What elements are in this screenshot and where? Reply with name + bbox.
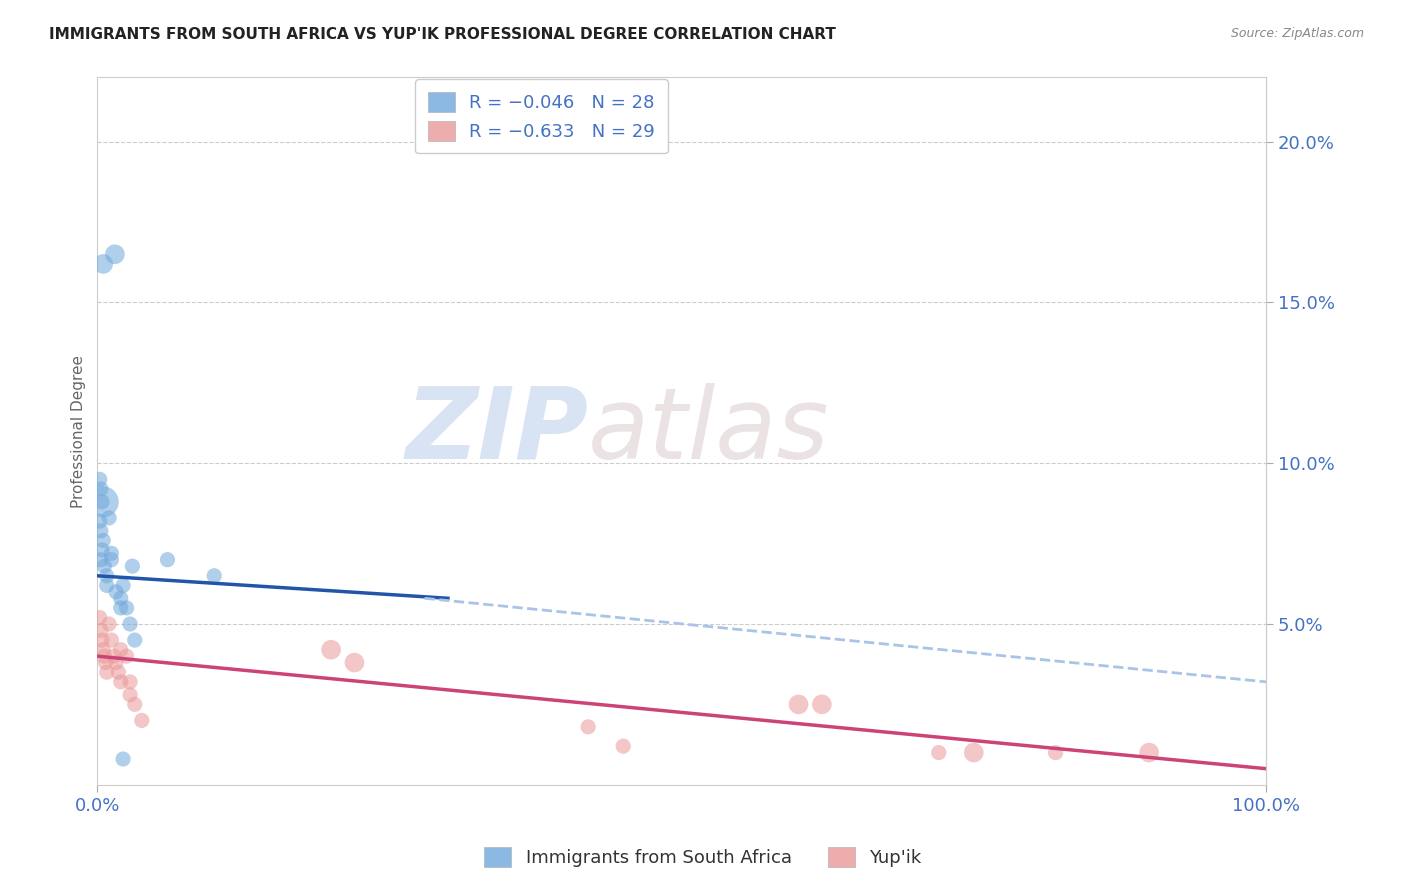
Point (131, 714, 153, 728)
Point (100, 633, 122, 648)
Point (1045, 746, 1067, 760)
Point (110, 591, 132, 606)
Point (928, 746, 950, 760)
Point (96, 665, 118, 680)
Point (90, 524, 112, 538)
Point (91, 495, 114, 509)
Point (963, 746, 986, 760)
Point (112, 578, 135, 592)
Point (91, 495, 114, 509)
Point (124, 633, 146, 648)
Point (91, 257, 114, 271)
Point (811, 698, 834, 712)
Point (90, 624, 112, 638)
Point (100, 546, 122, 560)
Point (156, 552, 179, 566)
Point (105, 656, 128, 670)
Point (115, 601, 138, 615)
Point (110, 601, 132, 615)
Point (90, 552, 112, 566)
Point (107, 665, 129, 680)
Text: ZIP: ZIP (405, 383, 588, 480)
Legend: R = −0.046   N = 28, R = −0.633   N = 29: R = −0.046 N = 28, R = −0.633 N = 29 (415, 79, 668, 153)
Point (100, 552, 122, 566)
Point (96, 578, 118, 592)
Point (98, 617, 121, 632)
Point (110, 642, 132, 657)
Point (91, 543, 114, 558)
Legend: Immigrants from South Africa, Yup'ik: Immigrants from South Africa, Yup'ik (477, 839, 929, 874)
Point (98, 511, 121, 525)
Y-axis label: Professional Degree: Professional Degree (72, 355, 86, 508)
Point (787, 698, 810, 712)
Point (104, 247, 127, 261)
Point (90, 482, 112, 496)
Point (89, 610, 111, 624)
Point (91, 533, 114, 548)
Point (93, 649, 115, 664)
Point (202, 568, 225, 582)
Point (115, 649, 138, 664)
Point (91, 642, 114, 657)
Point (91, 633, 114, 648)
Point (1137, 746, 1160, 760)
Point (319, 642, 342, 657)
Point (96, 568, 118, 582)
Point (576, 720, 599, 734)
Point (612, 739, 634, 754)
Point (89, 514, 111, 528)
Point (121, 559, 143, 574)
Point (89, 472, 111, 486)
Point (110, 674, 132, 689)
Point (112, 752, 135, 766)
Point (93, 559, 115, 574)
Text: IMMIGRANTS FROM SOUTH AFRICA VS YUP'IK PROFESSIONAL DEGREE CORRELATION CHART: IMMIGRANTS FROM SOUTH AFRICA VS YUP'IK P… (49, 27, 837, 42)
Point (103, 649, 125, 664)
Point (105, 585, 128, 599)
Point (124, 698, 146, 712)
Text: atlas: atlas (588, 383, 830, 480)
Point (343, 656, 366, 670)
Point (120, 688, 142, 702)
Point (120, 617, 142, 632)
Text: Source: ZipAtlas.com: Source: ZipAtlas.com (1230, 27, 1364, 40)
Point (120, 674, 142, 689)
Point (94, 656, 117, 670)
